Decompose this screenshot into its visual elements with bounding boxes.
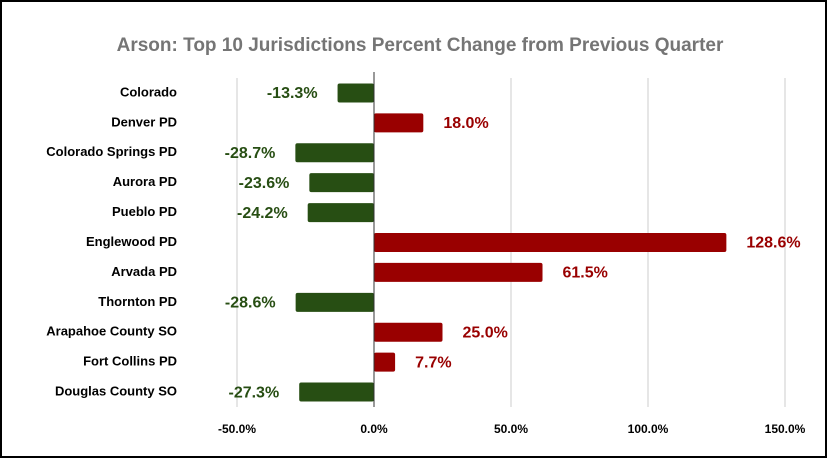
- chart-title: Arson: Top 10 Jurisdictions Percent Chan…: [117, 35, 724, 56]
- x-tick-label: 0.0%: [360, 422, 388, 436]
- x-tick-label: 50.0%: [494, 422, 528, 436]
- bar: [374, 352, 396, 372]
- data-label: -23.6%: [239, 175, 290, 192]
- y-tick-label: Fort Collins PD: [83, 354, 177, 369]
- y-tick-label: Englewood PD: [86, 234, 177, 249]
- bar: [374, 233, 727, 252]
- y-tick-label: Douglas County SO: [55, 383, 177, 398]
- bar: [307, 203, 374, 223]
- y-tick-label: Aurora PD: [113, 174, 177, 189]
- y-tick-label: Denver PD: [111, 114, 177, 129]
- data-label: -13.3%: [267, 85, 318, 102]
- bar: [374, 322, 443, 342]
- data-label: -27.3%: [228, 384, 279, 401]
- bar: [295, 143, 374, 163]
- data-label: -28.7%: [225, 145, 276, 162]
- y-tick-label: Colorado Springs PD: [46, 144, 177, 159]
- bar: [374, 113, 424, 133]
- y-tick-label: Arapahoe County SO: [46, 324, 177, 339]
- y-tick-label: Colorado: [120, 84, 177, 99]
- x-tick-label: -50.0%: [218, 422, 256, 436]
- y-tick-label: Arvada PD: [111, 264, 177, 279]
- x-tick-label: 100.0%: [628, 422, 669, 436]
- bar: [337, 83, 374, 103]
- data-label: 18.0%: [443, 115, 488, 132]
- y-tick-label: Thornton PD: [98, 294, 177, 309]
- data-label: -24.2%: [237, 205, 288, 222]
- bar: [309, 173, 374, 193]
- data-label: 25.0%: [463, 324, 508, 341]
- y-tick-label: Pueblo PD: [112, 204, 177, 219]
- x-tick-label: 150.0%: [765, 422, 806, 436]
- data-label: 7.7%: [415, 354, 451, 371]
- data-label: 61.5%: [563, 265, 608, 282]
- data-label: -28.6%: [225, 295, 276, 312]
- bar: [374, 262, 543, 282]
- bar: [299, 382, 374, 402]
- bar: [295, 292, 374, 312]
- data-label: 128.6%: [746, 235, 800, 252]
